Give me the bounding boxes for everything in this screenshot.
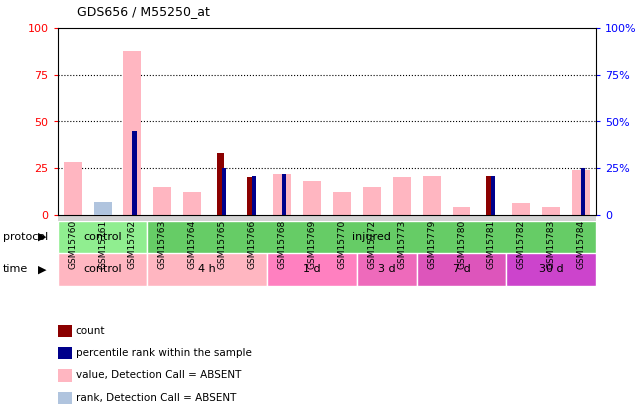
Text: GSM15772: GSM15772 [367,220,376,269]
Bar [267,253,357,286]
Bar [506,253,596,286]
Text: GSM15762: GSM15762 [128,220,137,269]
Bar [357,253,417,286]
Text: GSM15773: GSM15773 [397,220,406,269]
Text: count: count [76,326,105,336]
Bar [572,170,590,215]
Text: ▶: ▶ [38,232,46,242]
Text: rank, Detection Call = ABSENT: rank, Detection Call = ABSENT [76,393,236,403]
Bar [153,187,171,215]
Text: GSM15763: GSM15763 [158,220,167,269]
Text: GSM15765: GSM15765 [218,220,227,269]
Text: injured: injured [353,232,391,242]
Text: GSM15766: GSM15766 [247,220,256,269]
Text: time: time [3,264,28,274]
Bar [217,153,224,215]
Bar [222,168,226,215]
Bar [58,253,147,286]
Bar [303,181,321,215]
Bar [453,207,470,215]
Text: GSM15761: GSM15761 [98,220,107,269]
Bar [491,175,495,215]
Bar [132,131,137,215]
Text: ▶: ▶ [38,264,46,274]
Bar [58,221,147,253]
Text: protocol: protocol [3,232,49,242]
Bar [94,202,112,215]
Text: GSM15760: GSM15760 [68,220,77,269]
Bar [147,221,596,253]
Text: GSM15769: GSM15769 [308,220,317,269]
Bar [147,253,267,286]
Bar [512,203,530,215]
Bar [124,51,142,215]
Text: 1 d: 1 d [303,264,320,274]
Text: GSM15770: GSM15770 [337,220,346,269]
Text: percentile rank within the sample: percentile rank within the sample [76,348,251,358]
Bar [417,253,506,286]
Bar [363,187,381,215]
Bar [581,168,585,215]
Bar [281,174,286,215]
Text: GSM15783: GSM15783 [547,220,556,269]
Bar [487,175,493,215]
Text: GSM15764: GSM15764 [188,220,197,269]
Text: 7 d: 7 d [453,264,470,274]
Text: value, Detection Call = ABSENT: value, Detection Call = ABSENT [76,371,241,380]
Bar [183,192,201,215]
Text: 3 d: 3 d [378,264,395,274]
Text: GDS656 / M55250_at: GDS656 / M55250_at [77,5,210,18]
Text: control: control [83,264,122,274]
Bar [63,162,81,215]
Bar [333,192,351,215]
Text: GSM15781: GSM15781 [487,220,496,269]
Text: GSM15779: GSM15779 [427,220,436,269]
Bar [273,174,291,215]
Text: 4 h: 4 h [198,264,216,274]
Bar [393,177,411,215]
Bar [542,207,560,215]
Text: GSM15768: GSM15768 [278,220,287,269]
Bar [252,175,256,215]
Text: control: control [83,232,122,242]
Text: GSM15780: GSM15780 [457,220,466,269]
Bar [247,177,253,215]
Text: 30 d: 30 d [539,264,563,274]
Text: GSM15784: GSM15784 [577,220,586,269]
Bar [422,175,440,215]
Text: GSM15782: GSM15782 [517,220,526,269]
